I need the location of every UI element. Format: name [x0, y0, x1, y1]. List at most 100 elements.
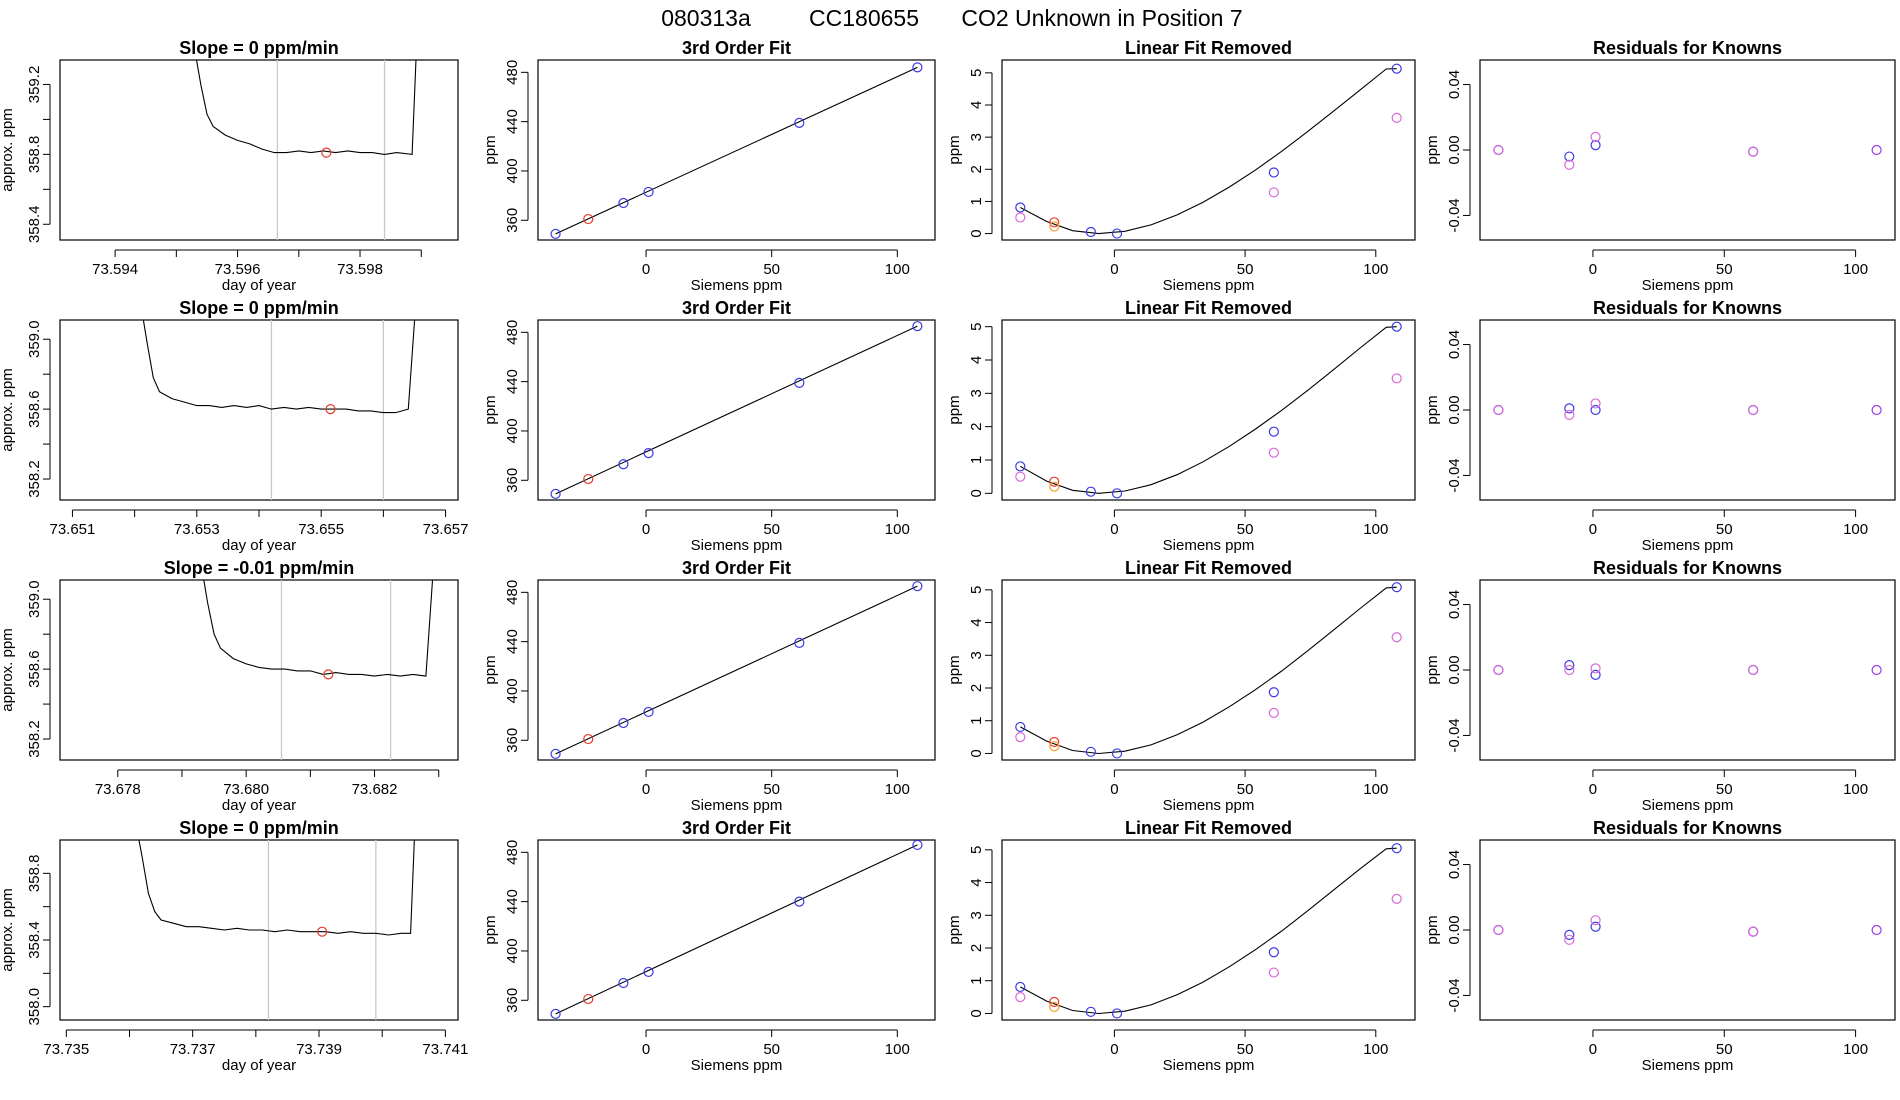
y-tick-label: 0.00 — [1446, 135, 1463, 164]
chart-panel-residuals-row-2: Residuals for Knowns 0 50 100 Siemens ppm -0.… — [1424, 298, 1896, 554]
data-point-purple — [1871, 924, 1882, 936]
x-tick-label: 73.680 — [223, 781, 269, 798]
panel-title: Residuals for Knowns — [1593, 298, 1782, 318]
x-tick-label: 0 — [1110, 521, 1118, 538]
fit-line — [555, 325, 918, 495]
data-point-blue — [550, 748, 561, 759]
data-point-magenta — [1015, 991, 1026, 1003]
x-tick-label: 73.737 — [170, 1041, 216, 1058]
plot-area — [1493, 915, 1882, 945]
y-tick-label: 440 — [504, 109, 521, 134]
data-point-blue — [912, 581, 923, 592]
data-point-red — [321, 147, 332, 158]
x-tick-label: 100 — [885, 521, 910, 538]
plot-area — [138, 840, 415, 1020]
residual-curve-line — [1020, 586, 1397, 755]
residual-curve-line — [1020, 326, 1397, 494]
data-point-red — [583, 213, 594, 225]
y-tick-label: -0.04 — [1446, 458, 1463, 492]
data-point-magenta — [1015, 731, 1026, 743]
x-tick-label: 100 — [1363, 781, 1388, 798]
plot-frame — [1001, 59, 1416, 241]
y-tick-label: 4 — [968, 878, 985, 886]
x-axis-label: Siemens ppm — [1163, 537, 1255, 554]
data-point-blue — [1564, 151, 1575, 162]
data-point-orange — [1049, 221, 1060, 232]
figure-title-run: 080313a — [661, 5, 751, 31]
data-point-blue — [1590, 921, 1601, 932]
data-point-magenta — [1391, 373, 1402, 384]
plot-frame — [1479, 59, 1896, 241]
x-axis-label: Siemens ppm — [1642, 537, 1734, 554]
data-point-red — [583, 993, 594, 1005]
chart-panel-residuals-row-4: Residuals for Knowns 0 50 100 Siemens ppm -0.… — [1424, 818, 1896, 1074]
x-tick-label: 100 — [1843, 261, 1868, 278]
x-tick-label: 50 — [1237, 261, 1254, 278]
x-tick-label: 0 — [1589, 781, 1597, 798]
data-point-magenta — [1493, 924, 1504, 936]
data-point-blue — [643, 706, 654, 718]
plot-area — [550, 840, 923, 1019]
plot-frame — [537, 59, 936, 241]
y-tick-label: 5 — [968, 586, 985, 594]
y-tick-label: 1 — [968, 977, 985, 985]
y-tick-label: 400 — [504, 678, 521, 703]
plot-area — [1015, 582, 1402, 759]
x-axis-label: day of year — [222, 537, 296, 554]
x-axis-label: Siemens ppm — [1642, 797, 1734, 814]
y-tick-label: 2 — [968, 684, 985, 692]
figure-title-description: CO2 Unknown in Position 7 — [961, 5, 1242, 31]
data-point-blue — [550, 488, 561, 499]
data-point-purple — [1871, 404, 1882, 416]
data-point-magenta — [1748, 664, 1759, 676]
data-point-blue — [912, 840, 923, 851]
data-point-red — [1049, 996, 1060, 1008]
plot-frame — [1479, 579, 1896, 761]
y-tick-label: 360 — [504, 208, 521, 233]
data-point-blue — [1111, 228, 1123, 239]
x-tick-label: 100 — [1843, 1041, 1868, 1058]
data-point-blue — [794, 117, 805, 128]
data-point-blue — [1085, 486, 1096, 497]
x-axis-label: Siemens ppm — [1163, 1057, 1255, 1074]
y-tick-label: -0.04 — [1446, 198, 1463, 232]
y-tick-label: 5 — [968, 322, 985, 330]
x-tick-label: 50 — [763, 261, 780, 278]
y-tick-label: 400 — [504, 418, 521, 443]
x-tick-label: 50 — [1716, 261, 1733, 278]
panel-title: Linear Fit Removed — [1125, 298, 1292, 318]
data-point-blue — [1111, 1008, 1123, 1019]
data-point-magenta — [1564, 664, 1575, 676]
y-axis-label: ppm — [946, 915, 963, 944]
x-tick-label: 73.682 — [352, 781, 398, 798]
fit-line — [555, 66, 918, 235]
data-point-orange — [1049, 1001, 1060, 1013]
y-tick-label: 358.8 — [26, 855, 43, 893]
y-tick-label: 0.00 — [1446, 395, 1463, 424]
data-point-red — [323, 669, 334, 680]
data-point-magenta — [1268, 447, 1279, 458]
residual-curve-line — [1020, 847, 1397, 1015]
plot-area — [1015, 63, 1402, 239]
panel-title: Slope = 0 ppm/min — [179, 298, 339, 318]
x-tick-label: 0 — [1589, 261, 1597, 278]
data-point-magenta — [1391, 632, 1402, 643]
y-axis-label: ppm — [482, 655, 499, 684]
x-axis-label: Siemens ppm — [691, 1057, 783, 1074]
data-point-blue — [1085, 746, 1096, 757]
data-point-magenta — [1391, 893, 1402, 905]
y-tick-label: 4 — [968, 356, 985, 364]
plot-area — [550, 581, 923, 759]
data-point-blue — [1564, 403, 1575, 414]
plot-area — [1015, 321, 1402, 499]
data-point-blue — [1590, 404, 1601, 416]
x-tick-label: 73.657 — [423, 521, 469, 538]
data-point-magenta — [1590, 131, 1601, 143]
x-tick-label: 73.598 — [337, 261, 383, 278]
y-axis-label: ppm — [482, 395, 499, 424]
y-tick-label: 0.04 — [1446, 70, 1463, 99]
x-tick-label: 73.739 — [296, 1041, 342, 1058]
chart-panel-timeseries-row-4: Slope = 0 ppm/min 73.735 73.737 73.739 73.74… — [0, 818, 468, 1074]
data-point-blue — [1590, 669, 1601, 681]
